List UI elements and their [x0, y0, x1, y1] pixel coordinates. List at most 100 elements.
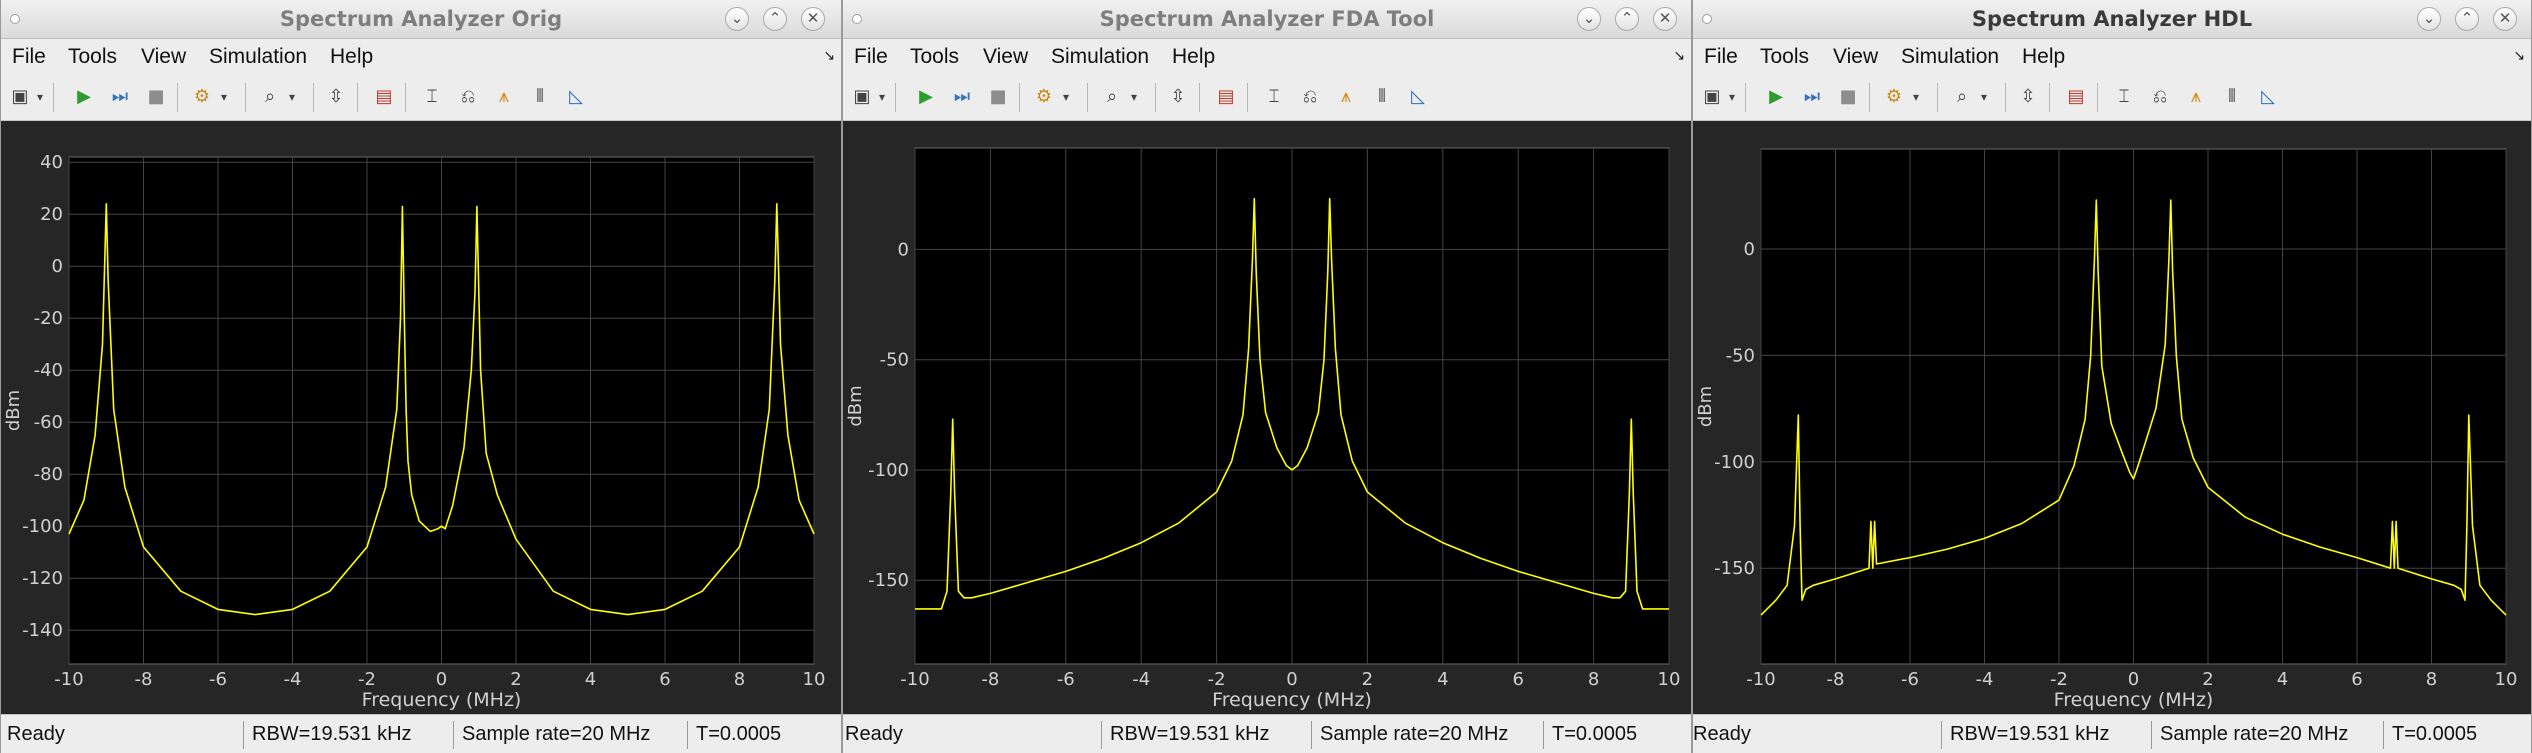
chevron-down-icon[interactable]: ▾: [220, 90, 228, 104]
stop-icon[interactable]: ■: [1839, 86, 1857, 107]
plot-area[interactable]: -10 -8 -6 -4 -2 0 2 4 6 8 10 0 -50 -100 -150 Frequency …: [1693, 121, 2531, 714]
minimize-button[interactable]: ⌄: [725, 7, 749, 31]
window-menu-icon[interactable]: [10, 14, 20, 24]
spectrum-settings-icon[interactable]: ▤: [1217, 86, 1235, 107]
scale-axes-icon[interactable]: ⇳: [328, 86, 344, 107]
channel-measurements-icon[interactable]: ⫴: [1378, 86, 1386, 107]
peak-finder-icon[interactable]: ⩚: [498, 86, 510, 107]
print-icon[interactable]: ▣: [11, 86, 29, 107]
highlight-icon[interactable]: ⚙: [193, 86, 211, 107]
zoom-icon[interactable]: ⌕: [1106, 86, 1118, 107]
channel-measurements-icon[interactable]: ⫴: [536, 86, 544, 107]
distortion-icon[interactable]: ◺: [1411, 86, 1425, 107]
scale-axes-icon[interactable]: ⇳: [2020, 86, 2036, 107]
step-forward-icon[interactable]: ⏭: [953, 86, 971, 107]
status-time: T=0.0005: [696, 723, 782, 745]
spectrum-trace: [915, 197, 1669, 610]
highlight-icon[interactable]: ⚙: [1885, 86, 1903, 107]
menu-simulation[interactable]: Simulation: [1901, 45, 2000, 68]
y-tick-labels: 40 20 0 -20 -40 -60 -80 -100 -120 -140: [22, 152, 63, 641]
data-cursors-icon[interactable]: ⌶: [426, 86, 438, 107]
status-ready: Ready: [7, 723, 65, 745]
window-menu-icon[interactable]: [1702, 14, 1712, 24]
titlebar[interactable]: Spectrum Analyzer FDA Tool ⌄ ⌃ ✕: [843, 0, 1691, 39]
run-icon[interactable]: ▶: [919, 86, 933, 107]
plot-area[interactable]: -10 -8 -6 -4 -2 0 2 4 6 8 10 40 20 0 -20 -40 -60 -80 -100-…: [1, 121, 841, 714]
minimize-button[interactable]: ⌄: [1577, 7, 1601, 31]
x-tick-label: 0: [436, 669, 447, 690]
spectrum-settings-icon[interactable]: ▤: [2067, 86, 2085, 107]
step-forward-icon[interactable]: ⏭: [1803, 86, 1821, 107]
window-spectrum-analyzer-fda-tool[interactable]: Spectrum Analyzer FDA Tool ⌄ ⌃ ✕ File To…: [842, 0, 1692, 753]
chevron-down-icon[interactable]: ▾: [1728, 90, 1736, 104]
spectrum-settings-icon[interactable]: ▤: [375, 86, 393, 107]
zoom-icon[interactable]: ⌕: [264, 86, 276, 107]
window-spectrum-analyzer-hdl[interactable]: Spectrum Analyzer HDL ⌄ ⌃ ✕ File Tools V…: [1692, 0, 2532, 753]
data-cursors-icon[interactable]: ⌶: [2118, 86, 2130, 107]
data-cursors-icon[interactable]: ⌶: [1268, 86, 1280, 107]
menu-file[interactable]: File: [12, 45, 46, 68]
window-menu-icon[interactable]: [852, 14, 862, 24]
print-icon[interactable]: ▣: [1703, 86, 1721, 107]
menu-simulation[interactable]: Simulation: [1051, 45, 1150, 68]
spectrum-plot[interactable]: -10 -8 -6 -4 -2 0 2 4 6 8 10 0 -50 -100 -150 Frequency …: [843, 121, 1691, 714]
toolbar-separator: [2049, 83, 2050, 112]
print-icon[interactable]: ▣: [853, 86, 871, 107]
chevron-down-icon[interactable]: ▾: [1062, 90, 1070, 104]
plot-area[interactable]: -10 -8 -6 -4 -2 0 2 4 6 8 10 0 -50 -100 -150 Frequency …: [843, 121, 1691, 714]
chevron-down-icon[interactable]: ▾: [878, 90, 886, 104]
close-button[interactable]: ✕: [2493, 7, 2517, 31]
close-button[interactable]: ✕: [1653, 7, 1677, 31]
step-forward-icon[interactable]: ⏭: [111, 86, 129, 107]
chevron-down-icon[interactable]: ▾: [1130, 90, 1138, 104]
titlebar[interactable]: Spectrum Analyzer HDL ⌄ ⌃ ✕: [1693, 0, 2531, 39]
zoom-icon[interactable]: ⌕: [1956, 86, 1968, 107]
menu-tools[interactable]: Tools: [910, 45, 960, 68]
stop-icon[interactable]: ■: [147, 86, 165, 107]
maximize-button[interactable]: ⌃: [763, 7, 787, 31]
scale-axes-icon[interactable]: ⇳: [1170, 86, 1186, 107]
chevron-down-icon[interactable]: ▾: [36, 90, 44, 104]
menu-help[interactable]: Help: [1172, 45, 1216, 68]
menu-tools[interactable]: Tools: [68, 45, 118, 68]
menu-help[interactable]: Help: [2022, 45, 2066, 68]
menu-view[interactable]: View: [983, 45, 1029, 68]
spectrum-plot[interactable]: -10 -8 -6 -4 -2 0 2 4 6 8 1040200-20-40-60-80-100-…: [1, 121, 841, 714]
peak-finder-icon[interactable]: ⩚: [1340, 86, 1352, 107]
menu-file[interactable]: File: [854, 45, 888, 68]
minimize-button[interactable]: ⌄: [2417, 7, 2441, 31]
chevron-down-icon[interactable]: ▾: [288, 90, 296, 104]
menu-view[interactable]: View: [141, 45, 187, 68]
maximize-button[interactable]: ⌃: [1615, 7, 1639, 31]
y-tick-label: 0: [1744, 239, 1755, 260]
dock-arrow-icon[interactable]: ↘: [2513, 48, 2525, 64]
measurements-icon[interactable]: ⎌: [1302, 86, 1318, 107]
run-icon[interactable]: ▶: [77, 86, 91, 107]
menu-tools[interactable]: Tools: [1760, 45, 1810, 68]
close-button[interactable]: ✕: [801, 7, 825, 31]
window-spectrum-analyzer-orig[interactable]: Spectrum Analyzer Orig ⌄ ⌃ ✕ File Tools …: [0, 0, 842, 753]
spectrum-plot[interactable]: -10 -8 -6 -4 -2 0 2 4 6 8 10 0 -50 -100 -150 Frequency …: [1693, 121, 2531, 714]
dock-arrow-icon[interactable]: ↘: [823, 48, 835, 64]
peak-finder-icon[interactable]: ⩚: [2190, 86, 2202, 107]
menu-view[interactable]: View: [1833, 45, 1879, 68]
measurements-icon[interactable]: ⎌: [2152, 86, 2168, 107]
chevron-down-icon[interactable]: ▾: [1912, 90, 1920, 104]
stop-icon[interactable]: ■: [989, 86, 1007, 107]
titlebar[interactable]: Spectrum Analyzer Orig ⌄ ⌃ ✕: [1, 0, 841, 39]
maximize-button[interactable]: ⌃: [2455, 7, 2479, 31]
run-icon[interactable]: ▶: [1769, 86, 1783, 107]
menu-simulation[interactable]: Simulation: [209, 45, 308, 68]
distortion-icon[interactable]: ◺: [569, 86, 583, 107]
channel-measurements-icon[interactable]: ⫴: [2228, 86, 2236, 107]
toolbar-separator: [1745, 83, 1746, 112]
dock-arrow-icon[interactable]: ↘: [1673, 48, 1685, 64]
measurements-icon[interactable]: ⎌: [460, 86, 476, 107]
highlight-icon[interactable]: ⚙: [1035, 86, 1053, 107]
menu-help[interactable]: Help: [330, 45, 374, 68]
menu-file[interactable]: File: [1704, 45, 1738, 68]
chevron-down-icon[interactable]: ▾: [1980, 90, 1988, 104]
distortion-icon[interactable]: ◺: [2261, 86, 2275, 107]
x-tick-label: -4: [284, 669, 302, 690]
x-tick-label: 6: [1512, 669, 1523, 690]
